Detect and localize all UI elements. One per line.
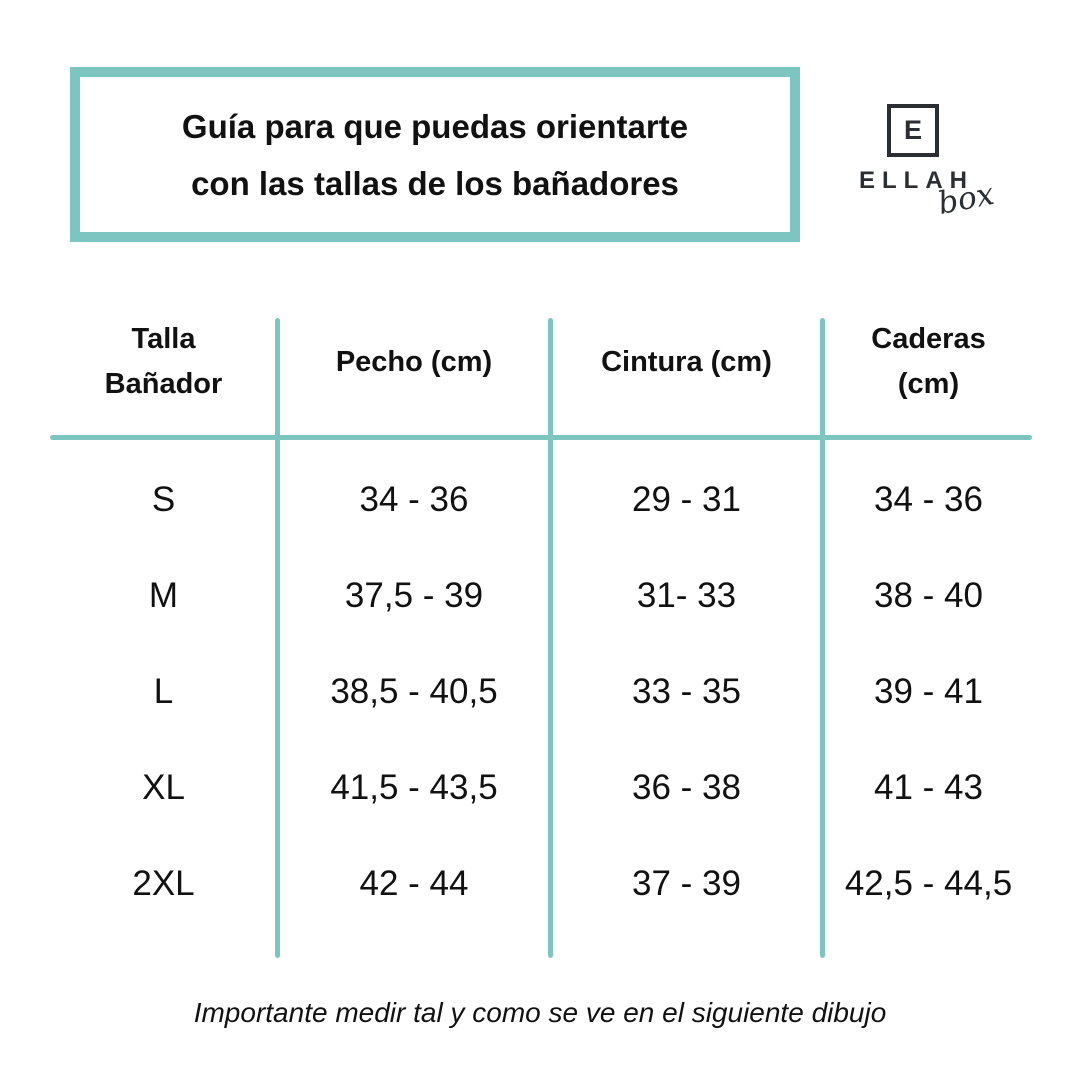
logo-monogram-box: E xyxy=(887,104,939,157)
title-line-2: con las tallas de los bañadores xyxy=(191,164,679,202)
cell-cintura-2xl: 37 - 39 xyxy=(632,864,741,903)
header-talla-banador: Talla Bañador xyxy=(50,300,277,424)
table-vertical-rule-3 xyxy=(820,318,825,958)
header-caderas-line1: Caderas xyxy=(871,323,986,355)
cell-pecho-xl: 41,5 - 43,5 xyxy=(330,768,498,807)
cell-size-2xl: 2XL xyxy=(132,864,195,903)
header-talla-line1: Talla xyxy=(131,323,196,355)
cell-pecho-l: 38,5 - 40,5 xyxy=(330,672,498,711)
cell-size-s: S xyxy=(151,480,176,519)
header-caderas: Caderas (cm) xyxy=(825,300,1032,424)
cell-pecho-m: 37,5 - 39 xyxy=(344,576,484,615)
header-cintura-label: Cintura (cm) xyxy=(601,345,772,378)
measurement-note: Importante medir tal y como se ve en el … xyxy=(193,997,887,1028)
header-talla-line2: Bañador xyxy=(104,368,223,400)
header-pecho-label: Pecho (cm) xyxy=(335,345,493,378)
cell-cintura-s: 29 - 31 xyxy=(632,480,741,519)
table-vertical-rule-1 xyxy=(275,318,280,958)
cell-caderas-l: 39 - 41 xyxy=(874,672,983,711)
cell-caderas-m: 38 - 40 xyxy=(874,576,983,615)
table-vertical-rule-2 xyxy=(548,318,553,958)
table-horizontal-rule xyxy=(50,435,1032,440)
cell-caderas-xl: 41 - 43 xyxy=(874,768,983,807)
cell-size-xl: XL xyxy=(142,768,185,807)
cell-cintura-m: 31- 33 xyxy=(636,576,737,615)
title-box: Guía para que puedas orientarte con las … xyxy=(70,67,800,242)
title-line-1: Guía para que puedas orientarte xyxy=(181,107,689,145)
header-caderas-line2: (cm) xyxy=(897,368,960,400)
cell-pecho-2xl: 42 - 44 xyxy=(359,864,469,903)
cell-cintura-l: 33 - 35 xyxy=(632,672,741,711)
header-pecho: Pecho (cm) xyxy=(280,300,548,424)
cell-size-l: L xyxy=(153,672,174,711)
logo-brand-name: ELLAH xyxy=(859,167,974,194)
cell-cintura-xl: 36 - 38 xyxy=(632,768,741,807)
cell-size-m: M xyxy=(148,576,179,615)
cell-caderas-2xl: 42,5 - 44,5 xyxy=(844,864,1013,903)
cell-caderas-s: 34 - 36 xyxy=(874,480,983,519)
cell-pecho-s: 34 - 36 xyxy=(359,480,469,519)
logo-monogram-letter: E xyxy=(903,115,922,145)
header-cintura: Cintura (cm) xyxy=(553,300,820,424)
